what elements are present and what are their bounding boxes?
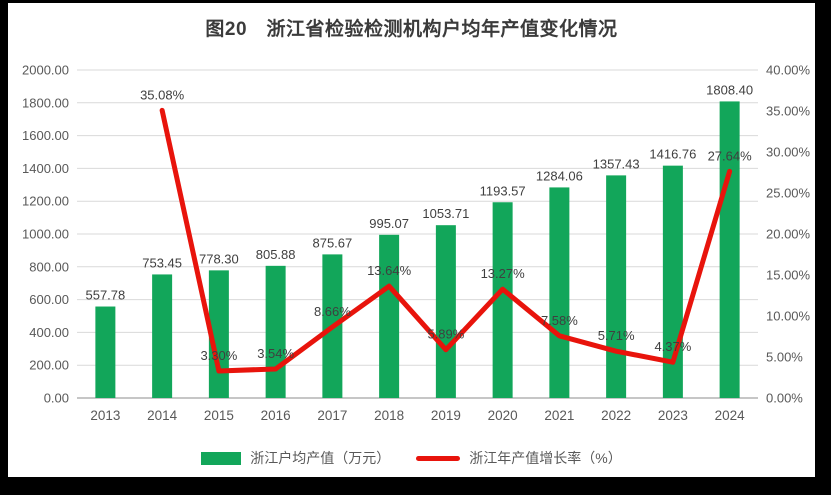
bar-2021[interactable] [549,187,570,398]
bar-label-2020: 1193.57 [480,183,526,198]
x-axis-tick-2021: 2021 [544,408,574,423]
chart-panel: 图20 浙江省检验检测机构户均年产值变化情况 0.00 200.00 400.00 6… [8,3,815,477]
left-axis-tick: 1000.00 [22,227,69,242]
right-axis-tick: 25.00% [766,186,811,201]
x-axis-tick-2024: 2024 [715,408,746,423]
right-axis-tick: 5.00% [766,350,803,365]
bar-2024[interactable] [719,101,740,399]
x-axis-tick-2017: 2017 [317,408,347,423]
x-axis-tick-2023: 2023 [658,408,688,423]
bar-label-2015: 778.30 [199,251,239,266]
bar-2022[interactable] [606,175,627,398]
right-axis-tick: 15.00% [766,268,811,283]
bar-label-2018: 995.07 [369,216,409,231]
chart-plot-area: 0.00 200.00 400.00 600.00 800.00 1000.00 1200.… [22,63,811,424]
bar-label-2013: 557.78 [85,288,125,303]
x-axis-tick-2018: 2018 [374,408,404,423]
left-axis-tick: 800.00 [29,259,69,274]
x-axis-tick-2015: 2015 [204,408,234,423]
line-label-2024: 27.64% [708,148,753,163]
right-axis-tick: 10.00% [766,309,811,324]
line-label-2016: 3.54% [257,346,294,361]
bar-label-2017: 875.67 [312,235,352,250]
bar-label-2016: 805.88 [256,247,296,262]
line-label-2022: 5.71% [598,328,635,343]
right-axis-tick: 20.00% [766,227,811,242]
legend-bar-label: 浙江户均产值（万元） [250,450,391,466]
x-axis-tick-2022: 2022 [601,408,631,423]
x-axis-tick-2014: 2014 [147,408,178,423]
bar-2020[interactable] [492,202,513,398]
left-axis-tick: 1600.00 [22,128,69,143]
bar-label-2021: 1284.06 [536,168,583,183]
left-axis-tick: 1200.00 [22,194,69,209]
x-axis-tick-2019: 2019 [431,408,461,423]
right-axis-tick: 35.00% [766,104,811,119]
legend-line-label: 浙江年产值增长率（%） [469,450,622,466]
bar-2013[interactable] [95,306,116,398]
bar-2014[interactable] [152,274,173,398]
bar-2019[interactable] [435,225,456,398]
line-label-2020: 13.27% [481,266,526,281]
bar-label-2023: 1416.76 [649,147,696,162]
line-label-2023: 4.37% [654,339,691,354]
right-axis-tick: 0.00% [766,391,803,406]
chart-legend: 浙江户均产值（万元） 浙江年产值增长率（%） [8,448,815,468]
bar-2016[interactable] [265,265,286,398]
growth-rate-line[interactable] [159,107,733,374]
left-axis-tick: 1400.00 [22,161,69,176]
x-axis-tick-2020: 2020 [488,408,518,423]
bar-2018[interactable] [379,234,400,398]
right-axis-tick: 30.00% [766,145,811,160]
bar-label-2019: 1053.71 [422,206,469,221]
x-axis-tick-2016: 2016 [261,408,291,423]
bar-2015[interactable] [208,270,229,398]
line-label-2014: 35.08% [140,87,185,102]
line-label-2017: 8.66% [314,304,351,319]
bar-label-2024: 1808.40 [706,82,753,97]
chart-title: 图20 浙江省检验检测机构户均年产值变化情况 [205,19,618,40]
line-label-2019: 5.89% [427,327,464,342]
legend-item-line-series[interactable]: 浙江年产值增长率（%） [416,448,622,468]
right-axis-tick: 40.00% [766,63,811,78]
line-swatch-icon [416,455,461,461]
left-axis-tick: 2000.00 [22,63,69,78]
x-axis-tick-2013: 2013 [90,408,120,423]
left-axis-tick: 600.00 [29,292,69,307]
bar-swatch-icon [201,451,242,465]
left-axis-tick: 1800.00 [22,95,69,110]
line-label-2015: 3.30% [200,348,237,363]
left-axis-tick: 400.00 [29,325,69,340]
bar-label-2014: 753.45 [142,255,182,270]
line-label-2021: 7.58% [541,313,578,328]
left-axis-tick: 0.00 [44,391,69,406]
line-label-2018: 13.64% [367,263,412,278]
legend-item-bar-series[interactable]: 浙江户均产值（万元） [201,448,390,468]
bar-label-2022: 1357.43 [593,156,640,171]
left-axis-tick: 200.00 [29,358,69,373]
